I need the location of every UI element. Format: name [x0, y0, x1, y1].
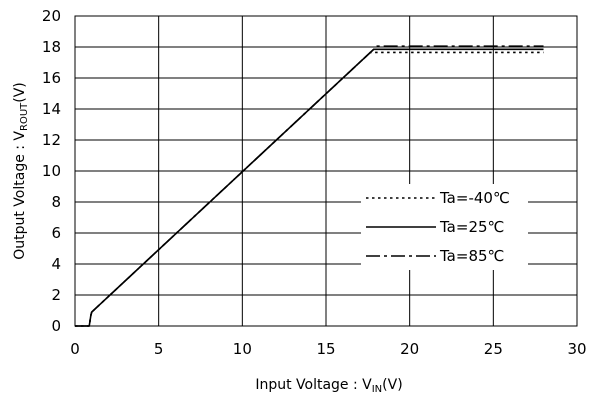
- y-tick-label-1: 2: [51, 286, 61, 304]
- y-axis-label: Output Voltage : VROUT(V): [12, 82, 30, 260]
- y-axis-label-unit: (V): [12, 82, 28, 103]
- y-tick-label-2: 4: [51, 255, 61, 273]
- y-tick-label-5: 10: [42, 162, 61, 180]
- y-axis-label-main: Output Voltage : V: [12, 131, 28, 260]
- plot-frame: [74, 15, 578, 327]
- y-tick-label-4: 8: [51, 193, 61, 211]
- legend-label-ta-minus40: Ta=-40℃: [439, 189, 510, 207]
- y-tick-label-7: 14: [42, 100, 61, 118]
- x-axis-label-unit: (V): [382, 377, 403, 393]
- grid: [74, 15, 578, 327]
- x-tick-labels: 0 5 10 15 20 25 30: [70, 340, 586, 358]
- y-axis-label-sub: ROUT: [19, 102, 30, 131]
- x-tick-label-1: 5: [154, 340, 164, 358]
- x-tick-label-0: 0: [70, 340, 80, 358]
- x-tick-label-3: 15: [316, 340, 335, 358]
- x-axis-label-sub: IN: [372, 384, 382, 395]
- x-axis-label-main: Input Voltage : V: [255, 377, 372, 393]
- series-line-0: [75, 51, 544, 327]
- legend-label-ta-85: Ta=85℃: [439, 247, 504, 265]
- x-tick-label-2: 10: [233, 340, 252, 358]
- y-tick-label-8: 16: [42, 69, 61, 87]
- x-axis-label: Input Voltage : VIN(V): [255, 377, 402, 395]
- y-tick-label-0: 0: [51, 317, 61, 335]
- y-tick-labels: 0 2 4 6 8 10 12 14 16 18 20: [42, 7, 61, 335]
- x-tick-label-5: 25: [484, 340, 503, 358]
- legend-label-ta-25: Ta=25℃: [439, 218, 504, 236]
- y-tick-label-3: 6: [51, 224, 61, 242]
- x-tick-label-6: 30: [567, 340, 586, 358]
- y-tick-label-10: 20: [42, 7, 61, 25]
- x-tick-label-4: 20: [400, 340, 419, 358]
- legend: Ta=-40℃ Ta=25℃ Ta=85℃: [361, 184, 528, 270]
- y-tick-label-9: 18: [42, 38, 61, 56]
- y-tick-label-6: 12: [42, 131, 61, 149]
